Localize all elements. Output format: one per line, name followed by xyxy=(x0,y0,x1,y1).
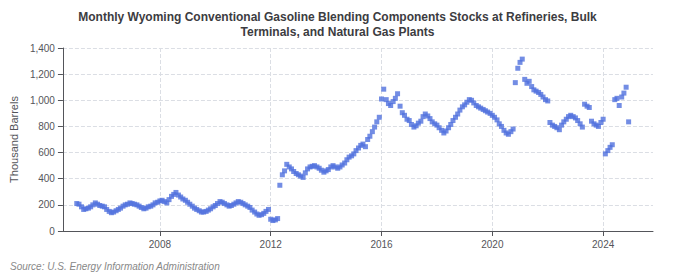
svg-text:2020: 2020 xyxy=(481,239,504,250)
svg-text:1,200: 1,200 xyxy=(30,69,55,80)
svg-text:400: 400 xyxy=(38,173,55,184)
svg-text:200: 200 xyxy=(38,199,55,210)
svg-text:2008: 2008 xyxy=(149,239,172,250)
svg-text:2016: 2016 xyxy=(370,239,393,250)
svg-text:2024: 2024 xyxy=(592,239,615,250)
svg-text:Source: U.S. Energy Informatio: Source: U.S. Energy Information Administ… xyxy=(10,261,220,272)
svg-text:800: 800 xyxy=(38,121,55,132)
svg-text:0: 0 xyxy=(49,226,55,237)
svg-text:Monthly Wyoming Conventional G: Monthly Wyoming Conventional Gasoline Bl… xyxy=(78,10,597,24)
svg-text:Thousand Barrels: Thousand Barrels xyxy=(8,96,20,183)
svg-text:Terminals, and Natural Gas Pla: Terminals, and Natural Gas Plants xyxy=(241,25,435,39)
svg-text:2012: 2012 xyxy=(260,239,283,250)
svg-text:1,000: 1,000 xyxy=(30,95,55,106)
svg-text:1,400: 1,400 xyxy=(30,43,55,54)
svg-text:600: 600 xyxy=(38,147,55,158)
